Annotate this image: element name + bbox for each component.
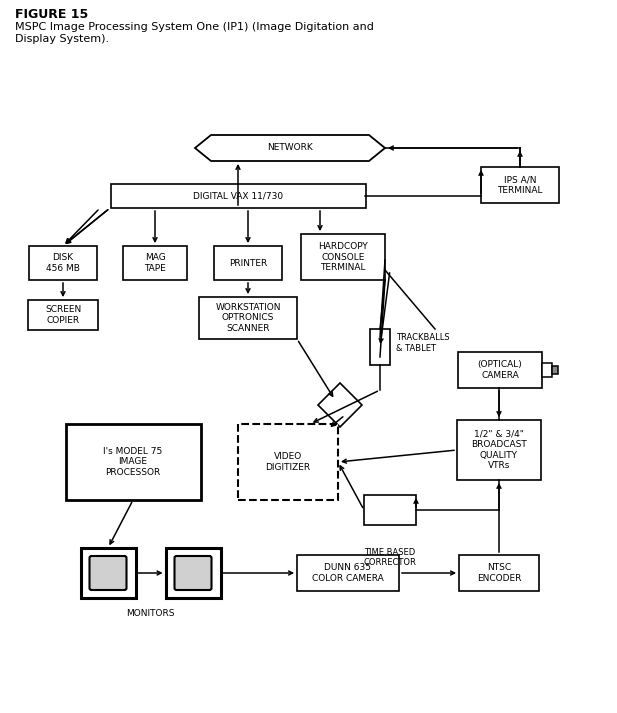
Bar <box>542 363 552 377</box>
Text: (OPTICAL)
CAMERA: (OPTICAL) CAMERA <box>478 360 523 380</box>
Text: SCREEN
COPIER: SCREEN COPIER <box>45 305 81 324</box>
Bar <box>481 167 559 203</box>
Bar <box>238 424 338 500</box>
Text: NTSC
ENCODER: NTSC ENCODER <box>477 563 521 583</box>
Bar <box>458 352 542 388</box>
Text: VIDEO
DIGITIZER: VIDEO DIGITIZER <box>265 452 310 472</box>
Bar <box>65 424 201 500</box>
Bar <box>29 246 97 280</box>
Bar <box>110 184 365 208</box>
Text: DISK
456 MB: DISK 456 MB <box>46 253 80 272</box>
Bar <box>28 300 98 330</box>
Bar <box>80 548 136 598</box>
Bar <box>301 234 385 280</box>
Text: NETWORK: NETWORK <box>267 143 313 153</box>
Bar <box>297 555 399 591</box>
Text: PRINTER: PRINTER <box>229 259 267 267</box>
Text: HARDCOPY
CONSOLE
TERMINAL: HARDCOPY CONSOLE TERMINAL <box>318 242 368 272</box>
Text: TRACKBALLS
& TABLET: TRACKBALLS & TABLET <box>396 333 450 353</box>
Text: 1/2" & 3/4"
BROADCAST
QUALITY
VTRs: 1/2" & 3/4" BROADCAST QUALITY VTRs <box>471 430 527 470</box>
Polygon shape <box>318 383 362 427</box>
Text: WORKSTATION
OPTRONICS
SCANNER: WORKSTATION OPTRONICS SCANNER <box>215 303 281 333</box>
Text: MONITORS: MONITORS <box>126 609 175 618</box>
Bar <box>123 246 187 280</box>
Bar <box>552 366 558 374</box>
Bar <box>165 548 220 598</box>
Text: IPS A/N
TERMINAL: IPS A/N TERMINAL <box>497 175 543 195</box>
Bar <box>364 495 416 525</box>
Bar <box>459 555 539 591</box>
Bar <box>214 246 282 280</box>
Polygon shape <box>195 135 385 161</box>
Bar <box>457 420 541 480</box>
Text: TIME BASED
CORRECTOR: TIME BASED CORRECTOR <box>363 548 416 568</box>
Bar <box>370 329 390 365</box>
Text: DIGITAL VAX 11/730: DIGITAL VAX 11/730 <box>193 192 283 200</box>
Text: FIGURE 15: FIGURE 15 <box>15 8 88 21</box>
FancyBboxPatch shape <box>175 556 212 590</box>
FancyBboxPatch shape <box>89 556 126 590</box>
Text: I's MODEL 75
IMAGE
PROCESSOR: I's MODEL 75 IMAGE PROCESSOR <box>104 447 163 477</box>
Text: DUNN 635
COLOR CAMERA: DUNN 635 COLOR CAMERA <box>312 563 384 583</box>
Bar <box>199 297 297 339</box>
Text: MAG
TAPE: MAG TAPE <box>144 253 166 272</box>
Text: MSPC Image Processing System One (IP1) (Image Digitation and
Display System).: MSPC Image Processing System One (IP1) (… <box>15 22 374 43</box>
